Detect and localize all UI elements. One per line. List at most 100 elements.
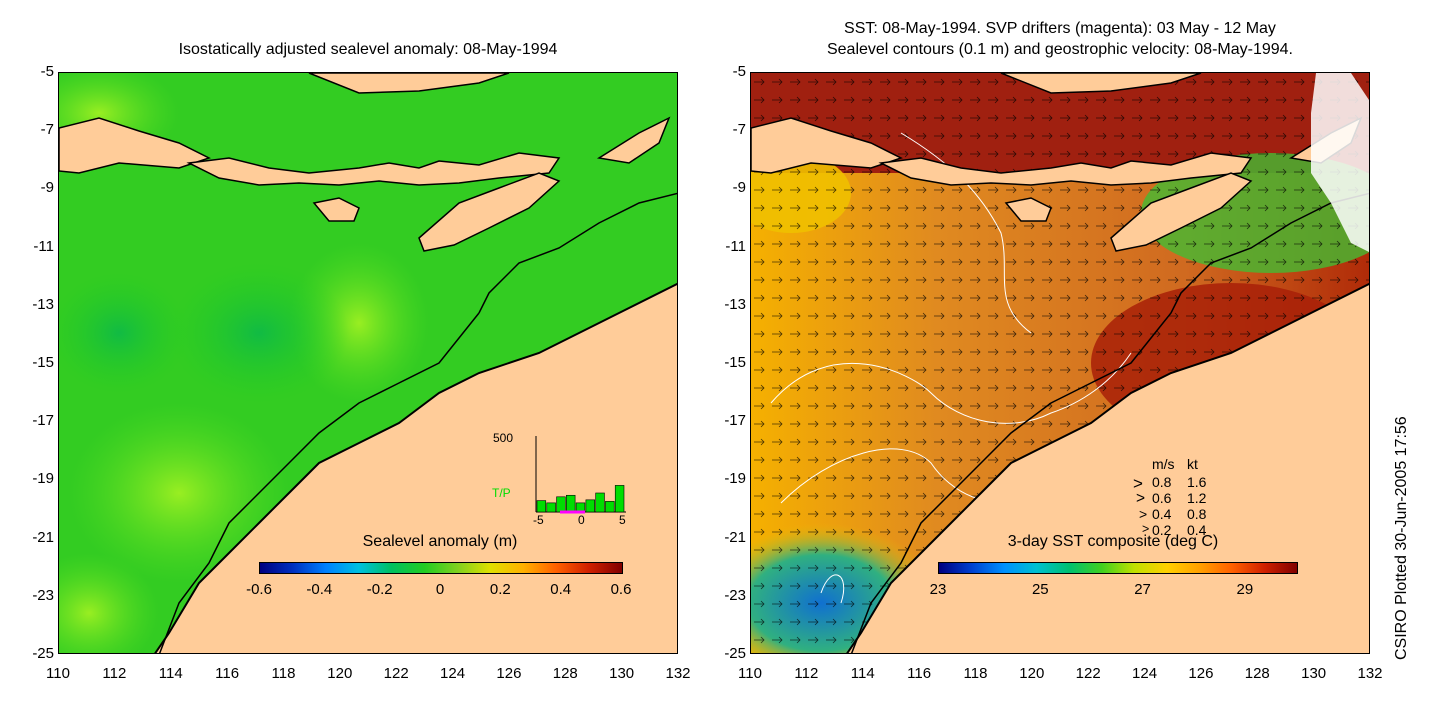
shelf-contour [478,192,677,314]
right-x-tick: 118 [963,665,988,682]
histogram-xtick: -5 [533,513,544,527]
left-colorbar-tick: -0.2 [366,581,393,598]
right-y-tick: -7 [732,121,746,139]
velocity-legend-arrow: > [1133,474,1143,493]
left-x-tick: 120 [327,665,353,682]
island-lesser-sunda [186,152,561,186]
left-y-tick: -17 [32,412,54,430]
histogram-bar [536,500,547,513]
left-y-tick: -5 [40,63,54,80]
histogram-xtick: 0 [578,513,585,527]
histogram-bar [546,502,556,513]
right-map-canvas [751,73,1369,653]
right-colorbar-tick: 27 [1134,581,1151,598]
velocity-legend-kt: 0.8 [1187,506,1207,522]
left-y-tick: -13 [32,295,54,313]
island-sumba [312,197,360,222]
right-colorbar-title: 3-day SST composite (deg C) [1007,533,1219,550]
anomaly-low-patch [169,263,349,403]
left-colorbar-tick: 0.2 [489,581,511,598]
left-x-tick: 116 [215,665,240,682]
sealevel-contour [770,352,1132,424]
left-x-tick: 110 [46,665,70,682]
velocity-legend-ms: 0.8 [1152,474,1172,490]
anomaly-high-patch [69,403,289,583]
left-colorbar-tick: 0.6 [610,581,632,598]
sealevel-contour [820,574,845,604]
left-colorbar-tick: -0.6 [246,581,272,598]
velocity-legend-ms: 0.6 [1152,490,1172,506]
right-colorbar [938,562,1298,574]
island-sumba [1004,197,1052,222]
left-colorbar [259,562,623,574]
histogram-bar [585,499,595,513]
right-y-tick: -23 [724,586,746,604]
left-x-tick: 122 [383,665,409,682]
left-y-tick: -15 [32,354,54,371]
shelf-contour [158,312,480,653]
velocity-legend-ms: 0.4 [1152,506,1172,522]
island-tanimbar [596,116,671,164]
right-x-tick: 124 [1132,665,1158,682]
velocity-legend-header-ms: m/s [1152,456,1175,472]
right-x-tick: 112 [794,665,819,682]
histogram-ymax-label: 500 [493,431,514,445]
histogram-bar [614,485,625,513]
right-y-tick: -13 [724,295,746,313]
credit-label: CSIRO Plotted 30-Jun-2005 17:56 [1393,416,1410,660]
histogram-bar [605,501,615,513]
left-y-tick: -9 [40,179,54,197]
left-colorbar-tick: 0 [435,581,445,598]
anomaly-low-patch [59,273,189,393]
velocity-legend-kt: 0.4 [1187,522,1207,538]
velocity-legend-arrow: > [1136,490,1146,507]
right-panel-title-line2: Sealevel contours (0.1 m) and geostrophi… [826,41,1293,58]
velocity-legend-ms: 0.2 [1152,522,1172,538]
left-map-canvas [59,73,677,653]
velocity-legend-arrow: > [1142,522,1150,536]
left-y-tick: -7 [40,121,54,139]
right-y-tick: -17 [724,412,746,430]
right-x-tick: 130 [1301,665,1327,682]
left-x-tick: 114 [158,665,183,682]
histogram-bar [556,496,566,513]
velocity-legend-header-kt: kt [1187,456,1198,472]
left-y-tick: -19 [32,470,54,488]
right-panel-title-line1: SST: 08-May-1994. SVP drifters (magenta)… [844,20,1276,37]
right-x-tick: 128 [1244,665,1270,682]
shelf-contour [850,192,1369,653]
left-x-tick: 132 [665,665,691,682]
histogram-xtick: 5 [619,513,626,527]
left-x-tick: 130 [609,665,635,682]
histogram-series-label: T/P [492,486,511,500]
left-x-tick: 126 [496,665,522,682]
left-panel-title: Isostatically adjusted sealevel anomaly:… [178,41,558,58]
right-y-tick: -25 [724,645,746,662]
left-colorbar-tick: 0.4 [550,581,572,598]
left-x-tick: 124 [440,665,466,682]
anomaly-high-patch [59,553,159,653]
island-sulawesi-south [1000,73,1202,94]
sealevel-contour [900,132,1032,334]
left-y-tick: -11 [33,237,54,255]
right-colorbar-tick: 25 [1031,581,1049,598]
left-y-tick: -21 [32,528,54,546]
histogram-bar [566,494,576,513]
right-x-tick: 114 [850,665,875,682]
left-x-tick: 112 [102,665,127,682]
right-y-tick: -21 [724,528,746,546]
island-timor [418,172,561,252]
island-sulawesi-south [308,73,510,94]
right-y-tick: -9 [732,179,746,197]
right-y-tick: -11 [725,237,746,255]
left-map [58,72,678,654]
histogram-inset [535,436,626,514]
left-colorbar-title: Sealevel anomaly (m) [362,533,518,550]
right-y-tick: -15 [724,354,746,371]
right-y-tick: -5 [732,63,746,80]
left-x-tick: 128 [552,665,578,682]
right-colorbar-tick: 29 [1236,581,1254,598]
right-colorbar-tick: 23 [929,581,947,598]
right-x-tick: 126 [1188,665,1214,682]
histogram-bar [595,492,605,513]
